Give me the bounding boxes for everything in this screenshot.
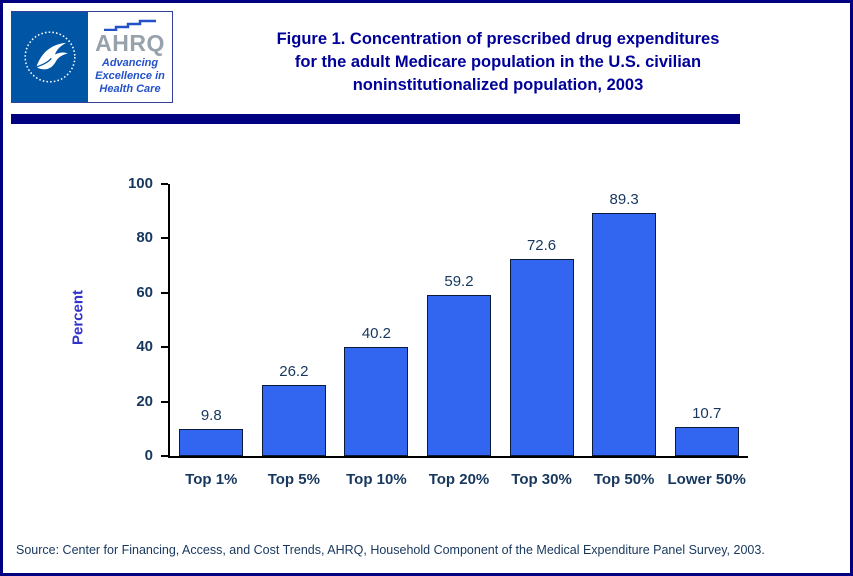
y-tick-mark [161,183,168,185]
ahrq-tagline: Advancing Excellence in Health Care [95,57,165,96]
figure-title: Figure 1. Concentration of prescribed dr… [208,28,788,97]
figure-title-line: Figure 1. Concentration of prescribed dr… [276,30,720,48]
bar-value-label: 59.2 [444,272,474,290]
logo-block: AHRQ Advancing Excellence in Health Care [11,11,173,103]
bar [426,294,491,456]
bar [344,346,409,456]
y-tick-mark [161,346,168,349]
y-tick-mark [161,455,168,457]
bar-slot: 89.3 Top 50% [583,184,666,488]
y-tick-label: 20 [136,392,153,410]
category-label: Top 20% [428,471,490,488]
y-tick-label: 0 [144,447,153,464]
ahrq-tagline-line: Advancing [101,57,159,69]
bar-value-label: 72.6 [526,236,557,254]
header-rule [11,114,740,124]
figure-title-line: for the adult Medicare population in the… [294,53,702,71]
bar [592,213,657,456]
y-axis-ticks: 0 20 40 60 80 100 [103,175,159,464]
bar [674,426,739,456]
y-tick-label: 60 [136,283,153,301]
bar-slot: 59.2 Top 20% [418,184,501,488]
ahrq-stairsteps-icon [104,19,156,31]
ahrq-tagline-line: Health Care [99,83,161,95]
y-tick-label: 40 [136,338,153,356]
bar-value-label: 26.2 [279,362,309,380]
bar-value-label: 9.8 [200,407,222,425]
ahrq-tagline-line: Excellence in [95,70,165,82]
y-tick-mark [161,237,168,240]
category-label: Lower 50% [667,471,746,488]
bar [179,429,244,456]
bar-value-label: 10.7 [692,404,722,422]
category-label: Top 30% [511,471,572,488]
source-note: Source: Center for Financing, Access, an… [16,543,765,557]
y-tick-mark [161,291,168,294]
category-label: Top 50% [593,471,655,488]
plot-area: 9.8 Top 1% 26.2 Top 5% 40.2 Top 10% 59.2 Top 20… [161,183,748,488]
hhs-logo [12,12,88,102]
bar [509,258,574,456]
bar-slot: 9.8 Top 1% [170,184,253,488]
bar-value-label: 89.3 [609,191,639,209]
category-label: Top 10% [346,471,407,488]
bar-slot: 10.7 Lower 50% [665,184,748,488]
category-label: Top 5% [267,471,320,488]
bar-slot: 26.2 Top 5% [253,184,336,488]
bar-slot: 40.2 Top 10% [335,184,418,488]
ahrq-wordmark: AHRQ [95,30,165,56]
ahrq-logo: AHRQ Advancing Excellence in Health Care [88,12,172,102]
y-tick-label: 100 [127,175,153,192]
y-tick-label: 80 [136,229,153,247]
bar-value-label: 40.2 [361,324,392,342]
y-tick-mark [161,400,168,403]
figure-title-line: noninstitutionalized population, 2003 [352,76,644,94]
y-axis-label: Percent [69,289,87,346]
bar-slot: 72.6 Top 30% [500,184,583,488]
bar [261,384,326,456]
category-label: Top 1% [185,471,238,488]
hhs-eagle-seal-icon [19,26,81,88]
